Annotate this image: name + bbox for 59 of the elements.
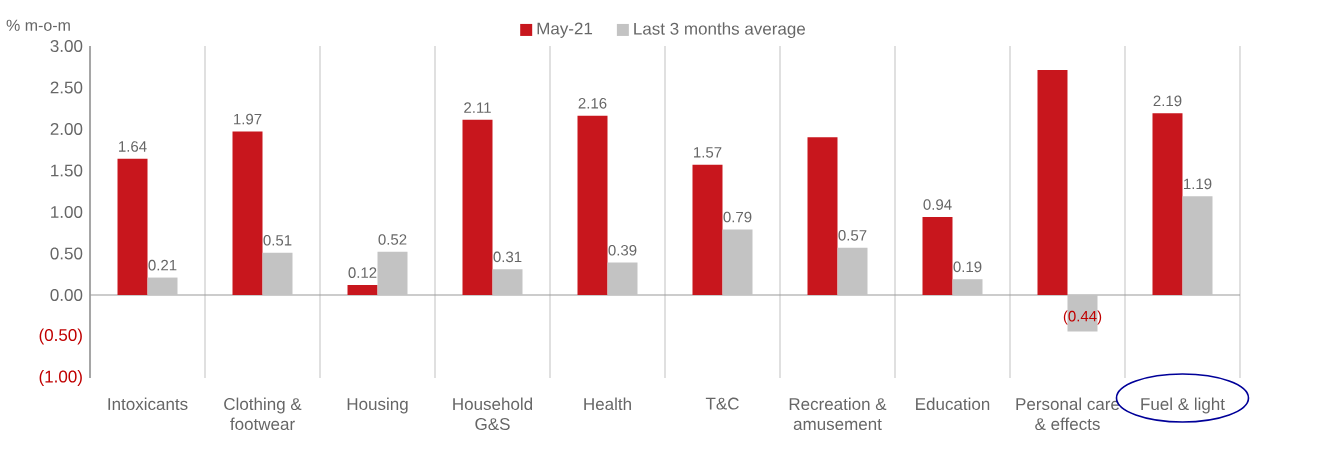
data-label: 0.94 <box>923 199 952 210</box>
bar <box>837 247 868 295</box>
y-tick-label: (0.50) <box>39 328 82 345</box>
bar <box>577 115 608 295</box>
x-tick-label: Intoxicants <box>108 397 188 411</box>
bar <box>232 131 263 295</box>
bar <box>262 252 293 295</box>
y-tick-label: (1.00) <box>39 370 82 386</box>
bar <box>922 216 953 295</box>
bar <box>462 119 493 295</box>
x-tick-label: Education <box>916 397 990 411</box>
bar <box>952 279 983 295</box>
data-label: 0.39 <box>608 244 637 256</box>
data-label: 0.79 <box>723 211 752 223</box>
data-label: 2.16 <box>578 98 607 109</box>
y-tick-label: 2.50 <box>50 81 83 94</box>
x-tick-label: Clothing & footwear <box>224 397 302 431</box>
x-tick-label: Fuel & light <box>1141 397 1225 414</box>
data-label: 1.97 <box>234 113 262 125</box>
y-tick-label: 1.00 <box>51 205 83 218</box>
x-tick-label: T&C <box>705 397 739 410</box>
x-tick-label: Recreation & amusement <box>789 397 887 431</box>
data-label: (0.44) <box>1063 310 1102 325</box>
bar <box>347 285 378 295</box>
bar <box>1152 113 1183 295</box>
x-tick-label: Personal care & effects <box>1016 397 1120 431</box>
y-tick-label: 2.00 <box>50 122 83 135</box>
data-label: 0.19 <box>953 261 982 273</box>
data-label: 0.31 <box>493 251 522 263</box>
x-tick-label: Health <box>584 397 631 411</box>
y-tick-label: 0.50 <box>50 247 83 260</box>
data-label: 0.57 <box>838 229 867 241</box>
bar <box>147 277 178 295</box>
bar <box>117 158 148 295</box>
y-tick-label: 1.50 <box>51 164 83 177</box>
data-label: 1.64 <box>119 141 147 152</box>
bar <box>492 269 523 295</box>
bar <box>1182 196 1213 295</box>
data-label: 1.19 <box>1184 178 1212 190</box>
data-label: 0.51 <box>263 234 292 246</box>
x-tick-label: Housing <box>347 397 408 414</box>
bar <box>722 229 753 295</box>
data-label: 2.11 <box>464 102 491 113</box>
bar <box>692 164 723 295</box>
bar <box>1037 70 1068 295</box>
legend-label: Last 3 months average <box>634 22 806 39</box>
data-label: 0.12 <box>348 267 377 278</box>
x-tick-label: Household G&S <box>453 397 533 431</box>
bar <box>607 262 638 295</box>
data-label: 1.57 <box>694 147 722 158</box>
data-label: 0.21 <box>148 259 177 271</box>
data-label: 0.52 <box>378 234 407 245</box>
bar <box>377 251 408 295</box>
y-axis-title: % m-o-m <box>6 19 70 31</box>
bar <box>807 137 838 295</box>
y-tick-label: 3.00 <box>50 39 83 53</box>
data-label: 2.19 <box>1153 95 1182 107</box>
legend-label: May-21 <box>537 22 593 38</box>
y-tick-label: 0.00 <box>50 288 83 301</box>
